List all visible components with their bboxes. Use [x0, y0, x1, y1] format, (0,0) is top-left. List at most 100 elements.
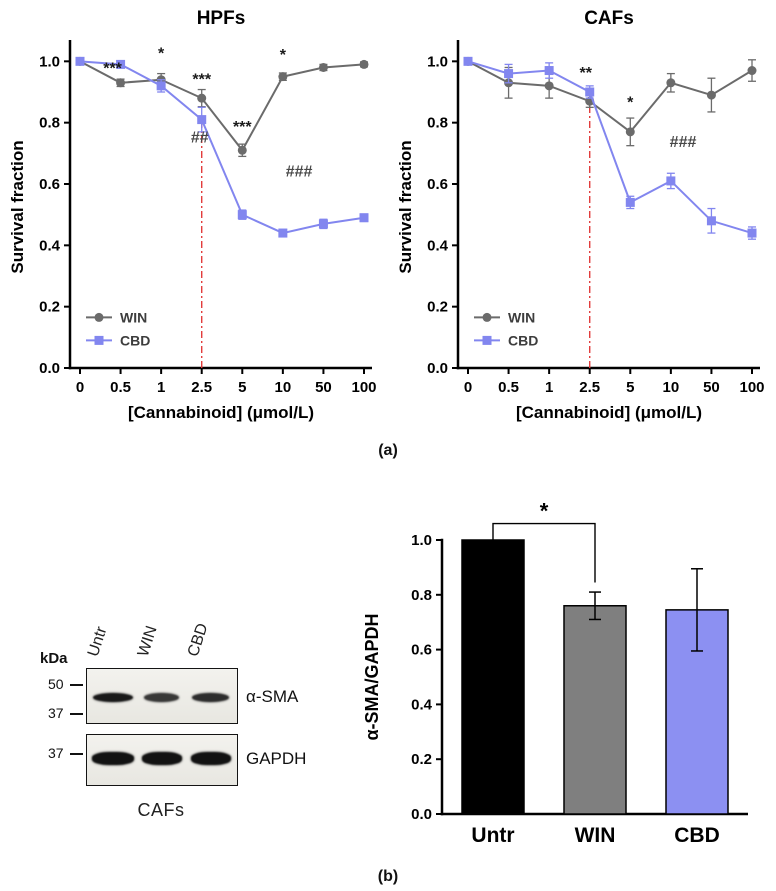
- cafs-chart-box: CAFs Survival fraction [Cannabinoid] (μmol…: [388, 0, 776, 440]
- chart-text: ***: [103, 61, 122, 78]
- chart-rect: [359, 213, 369, 223]
- chart-rect: [482, 335, 492, 345]
- chart-circle: [116, 78, 126, 88]
- panel-a: HPFs Survival fraction [Cannabinoid] (μmol…: [0, 0, 776, 440]
- kda-marker-37: 37: [48, 705, 64, 721]
- chart-rect: [463, 56, 473, 66]
- chart-text: Survival fraction: [8, 140, 27, 273]
- chart-text: *: [280, 47, 287, 64]
- chart-text: WIN: [575, 824, 616, 847]
- chart-path: [492, 522, 596, 583]
- chart-rect: [504, 69, 514, 79]
- chart-polyline: [467, 60, 753, 235]
- blot-band: [142, 752, 182, 765]
- chart-text: *: [540, 499, 549, 524]
- lane-label-untr: Untr: [84, 624, 111, 659]
- kda-tick: [70, 713, 83, 715]
- chart-circle: [482, 312, 492, 322]
- chart-text: [Cannabinoid] (μmol/L): [516, 403, 702, 422]
- chart-polyline: [79, 60, 365, 235]
- chart-text: 1.0: [411, 532, 432, 549]
- chart-text: Survival fraction: [396, 140, 415, 273]
- chart-rect: [461, 539, 525, 815]
- panel-b-label: (b): [377, 868, 399, 885]
- chart-text: CBD: [120, 332, 150, 348]
- chart-text: 0: [464, 379, 472, 396]
- chart-text: **: [579, 65, 592, 82]
- chart-text: 0.4: [427, 237, 449, 254]
- kda-label: kDa: [40, 650, 68, 667]
- chart-text: 0.6: [39, 176, 60, 193]
- chart-text: *: [158, 45, 165, 62]
- chart-text: 0.6: [411, 642, 432, 659]
- chart-text: 0.8: [427, 115, 448, 132]
- chart-circle: [237, 145, 247, 155]
- chart-polyline: [467, 60, 753, 134]
- chart-text: 10: [663, 379, 680, 396]
- chart-text: HPFs: [197, 8, 246, 29]
- chart-text: *: [627, 94, 634, 111]
- chart-text: 100: [739, 379, 764, 396]
- chart-circle: [94, 312, 104, 322]
- kda-marker-50: 50: [48, 676, 64, 692]
- chart-circle: [318, 62, 328, 72]
- chart-text: ###: [286, 163, 313, 180]
- chart-text: 10: [275, 379, 292, 396]
- chart-text: 0.4: [39, 237, 61, 254]
- chart-text: 0.2: [411, 751, 432, 768]
- hpfs-survival-chart: HPFs Survival fraction [Cannabinoid] (μmol…: [8, 8, 377, 422]
- chart-text: CAFs: [584, 8, 634, 29]
- chart-text: 1: [545, 379, 553, 396]
- chart-text: 0.0: [427, 360, 448, 377]
- chart-text: 50: [315, 379, 332, 396]
- chart-circle: [706, 90, 716, 100]
- chart-circle: [278, 72, 288, 82]
- blot-band: [191, 752, 231, 765]
- chart-circle: [625, 127, 635, 137]
- chart-circle: [747, 66, 757, 76]
- chart-rect: [706, 216, 716, 226]
- western-blot: Untr WIN CBD kDa 50 37 α-SMA 37: [14, 538, 344, 850]
- chart-rect: [278, 228, 288, 238]
- chart-rect: [156, 81, 166, 91]
- blot-band: [93, 693, 133, 702]
- chart-circle: [544, 81, 554, 91]
- chart-rect: [585, 87, 595, 97]
- chart-rect: [94, 335, 104, 345]
- blot-caption: CAFs: [137, 800, 185, 820]
- chart-text: CBD: [508, 332, 538, 348]
- chart-text: WIN: [120, 309, 147, 325]
- lane-label-cbd: CBD: [184, 621, 212, 659]
- chart-rect: [666, 176, 676, 186]
- chart-text: 1.0: [39, 53, 60, 70]
- chart-text: [Cannabinoid] (μmol/L): [128, 403, 314, 422]
- lane-label-win: WIN: [134, 623, 161, 659]
- chart-text: 2.5: [191, 379, 212, 396]
- cafs-survival-chart: CAFs Survival fraction [Cannabinoid] (μmol…: [396, 8, 765, 422]
- chart-text: 0.8: [39, 115, 60, 132]
- chart-text: WIN: [508, 309, 535, 325]
- chart-text: ##: [191, 130, 209, 147]
- chart-rect: [318, 219, 328, 229]
- bar-chart-panel: α-SMA/GAPDH 0.0 0.2 0.4 0.6 0.8 1.0 Untr WIN CBD *: [346, 466, 776, 866]
- chart-rect: [197, 115, 207, 125]
- chart-text: CBD: [674, 824, 720, 847]
- chart-text: 0.2: [427, 299, 448, 316]
- chart-text: α-SMA/GAPDH: [362, 613, 382, 740]
- asma-gapdh-bar-chart: α-SMA/GAPDH 0.0 0.2 0.4 0.6 0.8 1.0 Untr WIN CBD *: [362, 499, 748, 847]
- chart-text: 0.5: [110, 379, 131, 396]
- chart-circle: [666, 78, 676, 88]
- gapdh-label: GAPDH: [246, 749, 307, 768]
- chart-text: 1: [157, 379, 165, 396]
- chart-text: Untr: [471, 824, 514, 847]
- chart-text: ***: [233, 119, 252, 136]
- chart-text: 0.5: [498, 379, 519, 396]
- chart-text: 5: [626, 379, 634, 396]
- blot-asma-strip: [86, 668, 238, 724]
- chart-text: 2.5: [579, 379, 600, 396]
- blot-band: [192, 693, 229, 702]
- chart-text: 1.0: [427, 53, 448, 70]
- panel-b: Untr WIN CBD kDa 50 37 α-SMA 37: [0, 466, 776, 866]
- chart-circle: [359, 59, 369, 69]
